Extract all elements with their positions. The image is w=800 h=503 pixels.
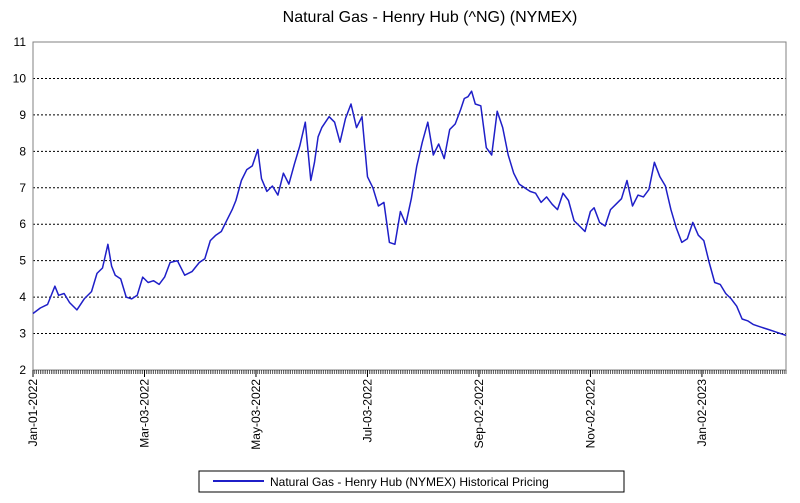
y-tick-label: 4 [19,290,26,304]
x-tick-label: Sep-02-2022 [472,379,486,449]
legend-label: Natural Gas - Henry Hub (NYMEX) Historic… [270,475,549,489]
x-tick-label: Jan-01-2022 [26,379,40,447]
price-series-line [32,90,787,337]
y-tick-label: 6 [19,217,26,231]
y-tick-label: 11 [14,35,27,49]
y-tick-label: 7 [19,181,26,195]
y-tick-label: 3 [19,327,26,341]
y-tick-label: 10 [13,71,27,85]
x-tick-label: May-03-2022 [249,379,263,450]
chart-title: Natural Gas - Henry Hub (^NG) (NYMEX) [283,9,578,26]
x-tick-label: Nov-02-2022 [583,379,597,449]
x-tick-label: Jul-03-2022 [360,379,374,443]
y-tick-label: 8 [19,144,26,158]
legend: Natural Gas - Henry Hub (NYMEX) Historic… [198,470,625,493]
x-tick-label: Jan-02-2023 [695,379,709,447]
y-tick-label: 2 [19,363,26,377]
y-tick-label: 5 [19,254,26,268]
y-tick-label: 9 [19,108,26,122]
x-tick-label: Mar-03-2022 [137,379,151,448]
legend-box [198,470,625,493]
series-layer [32,90,787,337]
axes: 2 3 4 5 6 7 8 9 10 11 Jan-01-2022 Mar-03-2022 May-03… [13,35,787,450]
